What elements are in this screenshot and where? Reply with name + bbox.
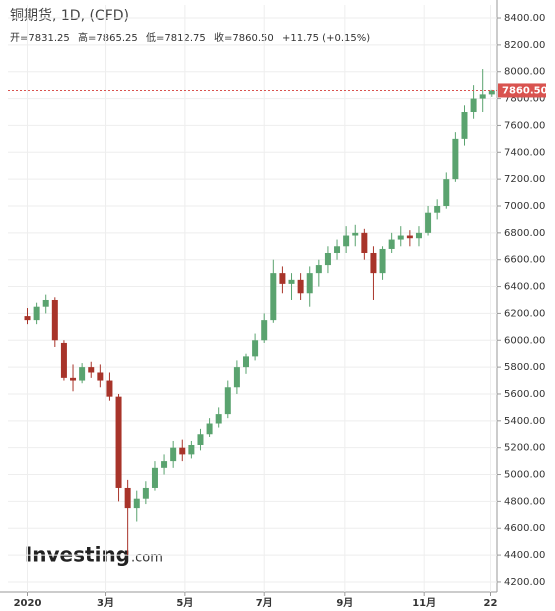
y-tick-label: 4400.00 <box>504 550 545 561</box>
candle-body <box>470 98 477 113</box>
candle-body <box>479 94 486 99</box>
candle-body <box>270 273 277 321</box>
watermark: Investing <box>25 543 130 567</box>
candle-body <box>252 340 259 357</box>
candle-body <box>133 498 140 509</box>
y-tick-label: 5600.00 <box>504 389 545 400</box>
ohlc-info: 收=7860.50 <box>214 31 274 44</box>
candle-body <box>179 447 186 455</box>
candle-body <box>115 396 122 488</box>
candle-body <box>352 232 359 236</box>
candle-body <box>443 179 450 206</box>
x-tick-label: 3月 <box>97 597 114 609</box>
y-tick-label: 5400.00 <box>504 416 545 427</box>
candle-body <box>397 235 404 240</box>
candle-body <box>242 356 249 368</box>
ohlc-info: 开=7831.25 <box>10 33 70 44</box>
candle-body <box>79 367 86 381</box>
candle-body <box>388 239 395 249</box>
y-tick-label: 7600.00 <box>504 120 545 131</box>
ohlc-info: 高=7865.25 <box>78 31 138 44</box>
candle-body <box>452 138 459 180</box>
candle-body <box>151 467 158 488</box>
y-tick-label: 8000.00 <box>504 67 545 78</box>
y-tick-label: 5000.00 <box>504 470 545 481</box>
candle-body <box>224 387 231 415</box>
candle-body <box>170 447 177 462</box>
candle-body <box>215 414 222 424</box>
candle-body <box>370 252 377 274</box>
candle-body <box>315 265 322 274</box>
candle-body <box>279 273 286 284</box>
x-tick-label: 11月 <box>412 597 436 609</box>
candle-body <box>51 299 58 341</box>
x-tick-label: 5月 <box>176 597 193 609</box>
watermark-suffix: .com <box>131 551 163 566</box>
ohlc-info: +11.75 (+0.15%) <box>282 33 370 44</box>
candle-body <box>343 235 350 247</box>
candle-body <box>161 461 168 468</box>
candle-body <box>261 320 268 341</box>
y-tick-label: 8200.00 <box>504 40 545 51</box>
candle-body <box>324 252 331 266</box>
x-tick-label: 7月 <box>256 597 273 609</box>
y-tick-label: 7400.00 <box>504 147 545 158</box>
x-tick-label: 22 <box>484 598 498 609</box>
y-tick-label: 4600.00 <box>504 523 545 534</box>
candle-body <box>42 299 49 307</box>
ohlc-info: 低=7812.75 <box>146 31 206 44</box>
x-tick-label: 9月 <box>336 597 353 609</box>
candle-body <box>70 377 77 381</box>
x-tick-label: 2020 <box>14 598 42 609</box>
candle-body <box>106 380 113 397</box>
y-tick-label: 7200.00 <box>504 174 545 185</box>
y-tick-label: 7800.00 <box>504 94 545 105</box>
candle-body <box>488 90 495 95</box>
candle-body <box>97 372 104 381</box>
candle-body <box>415 232 422 239</box>
candle-body <box>297 279 304 294</box>
y-tick-label: 8400.00 <box>504 13 545 24</box>
candle-body <box>60 342 67 378</box>
candle-body <box>361 232 368 253</box>
y-tick-label: 5200.00 <box>504 443 545 454</box>
y-tick-label: 4200.00 <box>504 577 545 588</box>
candle-body <box>461 112 468 139</box>
y-tick-label: 6800.00 <box>504 228 545 239</box>
y-tick-label: 6200.00 <box>504 308 545 319</box>
last-price-label: 7860.50 <box>502 85 548 96</box>
candle-body <box>306 273 313 294</box>
candle-body <box>206 423 213 435</box>
candle-body <box>24 316 31 321</box>
candle-body <box>142 487 149 499</box>
chart-title: 铜期货, 1D, (CFD) <box>10 7 129 24</box>
candle-body <box>379 248 386 274</box>
candle-body <box>33 306 40 321</box>
candle-body <box>188 444 195 455</box>
y-tick-label: 6000.00 <box>504 335 545 346</box>
candle-body <box>434 205 441 213</box>
candle-body <box>197 434 204 445</box>
candle-body <box>406 235 413 239</box>
candle-body <box>233 367 240 388</box>
y-tick-label: 7000.00 <box>504 201 545 212</box>
candle-body <box>288 279 295 284</box>
y-tick-label: 6600.00 <box>504 255 545 266</box>
y-tick-label: 4800.00 <box>504 496 545 507</box>
candle-body <box>88 367 95 373</box>
y-tick-label: 5800.00 <box>504 362 545 373</box>
last-price-box <box>498 83 546 98</box>
y-tick-label: 6400.00 <box>504 282 545 293</box>
candle-body <box>334 246 341 253</box>
candle-body <box>124 487 131 509</box>
candle-body <box>425 212 432 233</box>
